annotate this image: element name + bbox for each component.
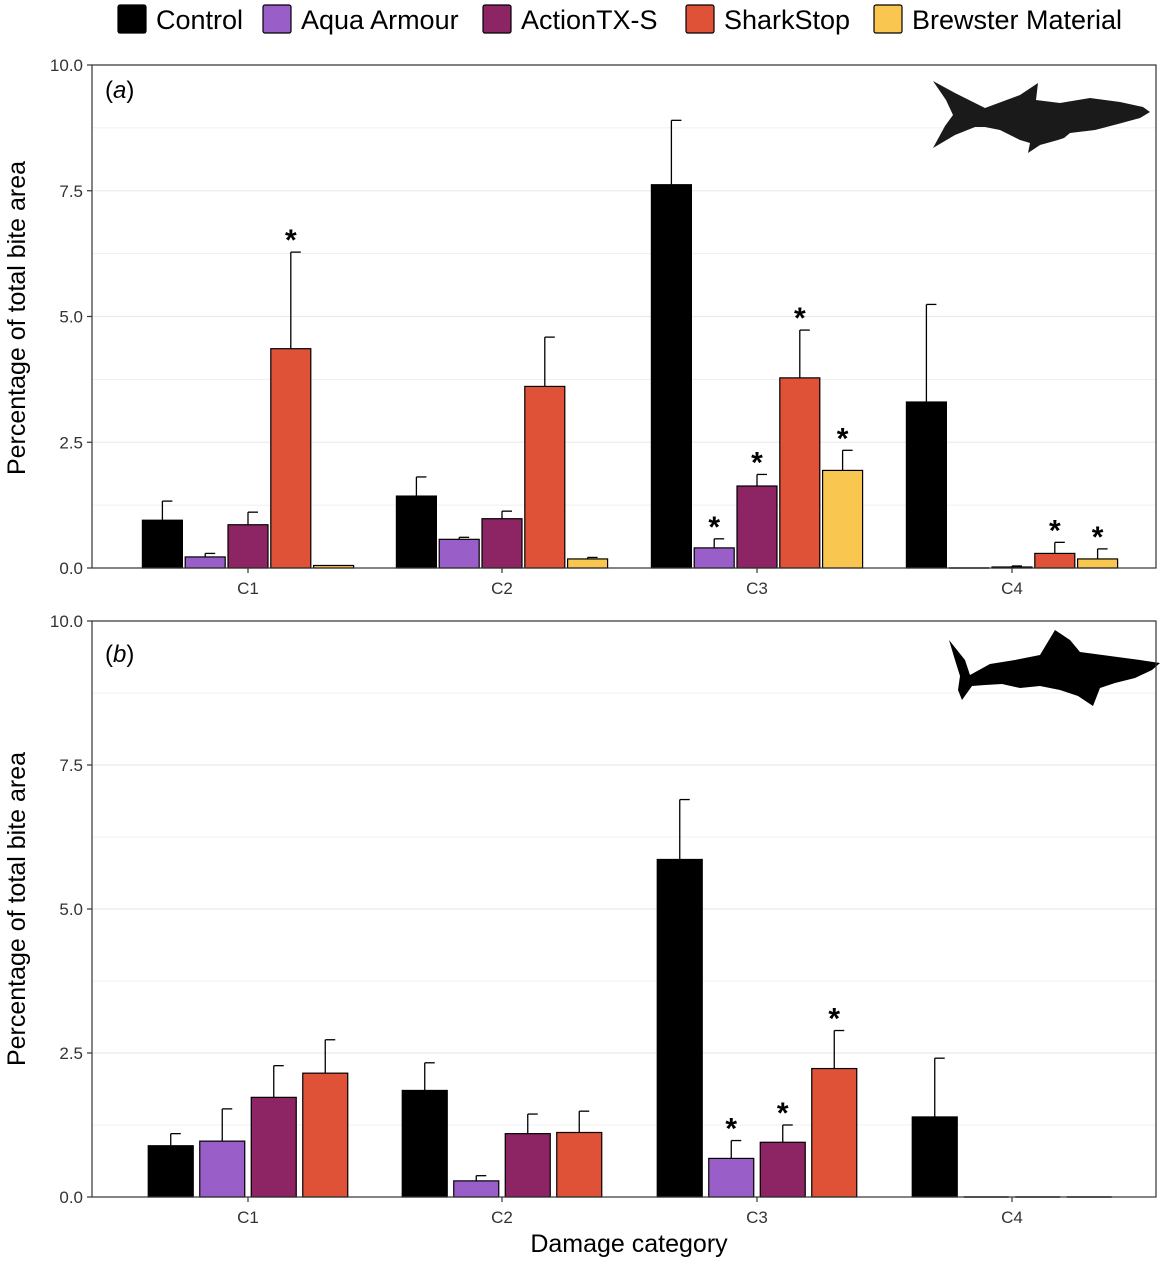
panel-b-y-axis-label: Percentage of total bite area: [3, 752, 31, 1066]
legend-swatch-control: [117, 4, 147, 34]
legend: Control Aqua Armour ActionTX-S SharkStop Bre…: [117, 4, 1122, 35]
significance-star-sharkstop-c4: *: [1049, 514, 1061, 547]
legend-label-sharkstop: SharkStop: [724, 5, 850, 35]
bar-control-c4: [905, 401, 948, 569]
legend-label-control: Control: [156, 5, 243, 35]
category-label-c4: C4: [1001, 579, 1023, 598]
significance-star-sharkstop-c3: *: [794, 302, 806, 335]
bar-aqua-armour-c2: [438, 538, 480, 569]
y-tick-label: 0.0: [59, 559, 83, 578]
bar-aqua-armour-c1: [199, 1140, 246, 1198]
panel-b-axes: 0.0 2.5 5.0 7.5 10.0 C1 C2 C3 C4: [50, 612, 1023, 1227]
y-tick-label: 10.0: [50, 612, 83, 631]
category-label-c1: C1: [237, 1208, 259, 1227]
bar-brewster-material-c4: [1076, 558, 1119, 569]
category-label-c3: C3: [746, 1208, 768, 1227]
legend-label-brewster-material: Brewster Material: [912, 5, 1122, 35]
white-shark-silhouette-icon: [933, 81, 1150, 153]
y-tick-label: 2.5: [59, 1044, 83, 1063]
significance-star-aqua-armour-c3: *: [708, 511, 720, 544]
legend-swatch-brewster-material: [873, 4, 903, 34]
y-tick-label: 2.5: [59, 433, 83, 452]
significance-star-sharkstop-c1: *: [285, 224, 297, 257]
panel-a-gridlines: [92, 64, 1156, 506]
bar-actiontx-s-c3: [736, 485, 778, 569]
panel-b-gridlines: [92, 620, 1156, 1126]
bar-actiontx-s-c1: [227, 524, 269, 569]
significance-star-actiontx-s-c3: *: [777, 1097, 789, 1130]
legend-label-aqua-armour: Aqua Armour: [301, 5, 459, 35]
bar-control-c1: [141, 519, 183, 569]
bar-actiontx-s-c2: [481, 518, 523, 569]
bar-actiontx-s-c3: [759, 1141, 806, 1198]
bar-control-c4: [911, 1116, 958, 1198]
significance-star-brewster-material-c4: *: [1092, 521, 1104, 554]
category-label-c1: C1: [237, 579, 259, 598]
significance-star-actiontx-s-c3: *: [751, 446, 763, 479]
bar-actiontx-s-c1: [250, 1096, 297, 1198]
category-label-c2: C2: [491, 1208, 513, 1227]
bar-aqua-armour-c3: [708, 1157, 755, 1198]
y-tick-label: 10.0: [50, 56, 83, 75]
bar-control-c2: [401, 1089, 448, 1198]
panel-a: * * * * * * * 0.0 2.5 5.0 7.5 10.0 C1 C2 C3 C4 (a) Per…: [3, 56, 1157, 598]
bar-brewster-material-c2: [566, 558, 609, 569]
bar-actiontx-s-c2: [504, 1133, 551, 1198]
bar-sharkstop-c3: [779, 377, 821, 569]
tiger-shark-silhouette-icon: [949, 630, 1160, 706]
bar-aqua-armour-c1: [184, 556, 226, 569]
significance-star-aqua-armour-c3: *: [725, 1113, 737, 1146]
panel-b: * * * 0.0 2.5 5.0 7.5 10.0 C1 C2 C3 C4 (b) Percent…: [3, 612, 1160, 1227]
legend-label-actiontx-s: ActionTX-S: [521, 5, 658, 35]
bar-sharkstop-c2: [524, 385, 566, 569]
panel-a-y-axis-label: Percentage of total bite area: [3, 161, 31, 475]
bar-control-c3: [650, 184, 693, 569]
y-tick-label: 5.0: [59, 308, 83, 327]
bar-sharkstop-c1: [270, 348, 312, 569]
panel-b-bars: * * *: [147, 798, 1112, 1198]
panel-a-label: (a): [105, 77, 134, 104]
bar-control-c1: [147, 1145, 194, 1198]
category-label-c2: C2: [491, 579, 513, 598]
x-axis-label: Damage category: [530, 1230, 728, 1258]
category-label-c4: C4: [1001, 1208, 1023, 1227]
legend-swatch-sharkstop: [685, 4, 715, 34]
bar-sharkstop-c1: [302, 1072, 349, 1198]
panel-a-bars: * * * * * * *: [141, 119, 1119, 569]
bar-sharkstop-c3: [811, 1067, 858, 1198]
bar-aqua-armour-c3: [693, 547, 735, 569]
bar-control-c3: [656, 858, 703, 1198]
legend-swatch-aqua-armour: [262, 4, 292, 34]
bar-brewster-material-c3: [821, 469, 864, 569]
bar-control-c2: [395, 495, 437, 569]
bar-sharkstop-c2: [556, 1131, 603, 1198]
significance-star-sharkstop-c3: *: [828, 1003, 840, 1036]
y-tick-label: 0.0: [59, 1188, 83, 1207]
bar-sharkstop-c4: [1034, 552, 1076, 569]
significance-star-brewster-material-c3: *: [837, 422, 849, 455]
panel-b-label: (b): [105, 641, 134, 668]
bar-aqua-armour-c2: [453, 1180, 500, 1198]
category-label-c3: C3: [746, 579, 768, 598]
legend-swatch-actiontx-s: [482, 4, 512, 34]
panel-a-axes: 0.0 2.5 5.0 7.5 10.0 C1 C2 C3 C4: [50, 56, 1023, 598]
y-tick-label: 7.5: [59, 756, 83, 775]
y-tick-label: 7.5: [59, 182, 83, 201]
y-tick-label: 5.0: [59, 900, 83, 919]
